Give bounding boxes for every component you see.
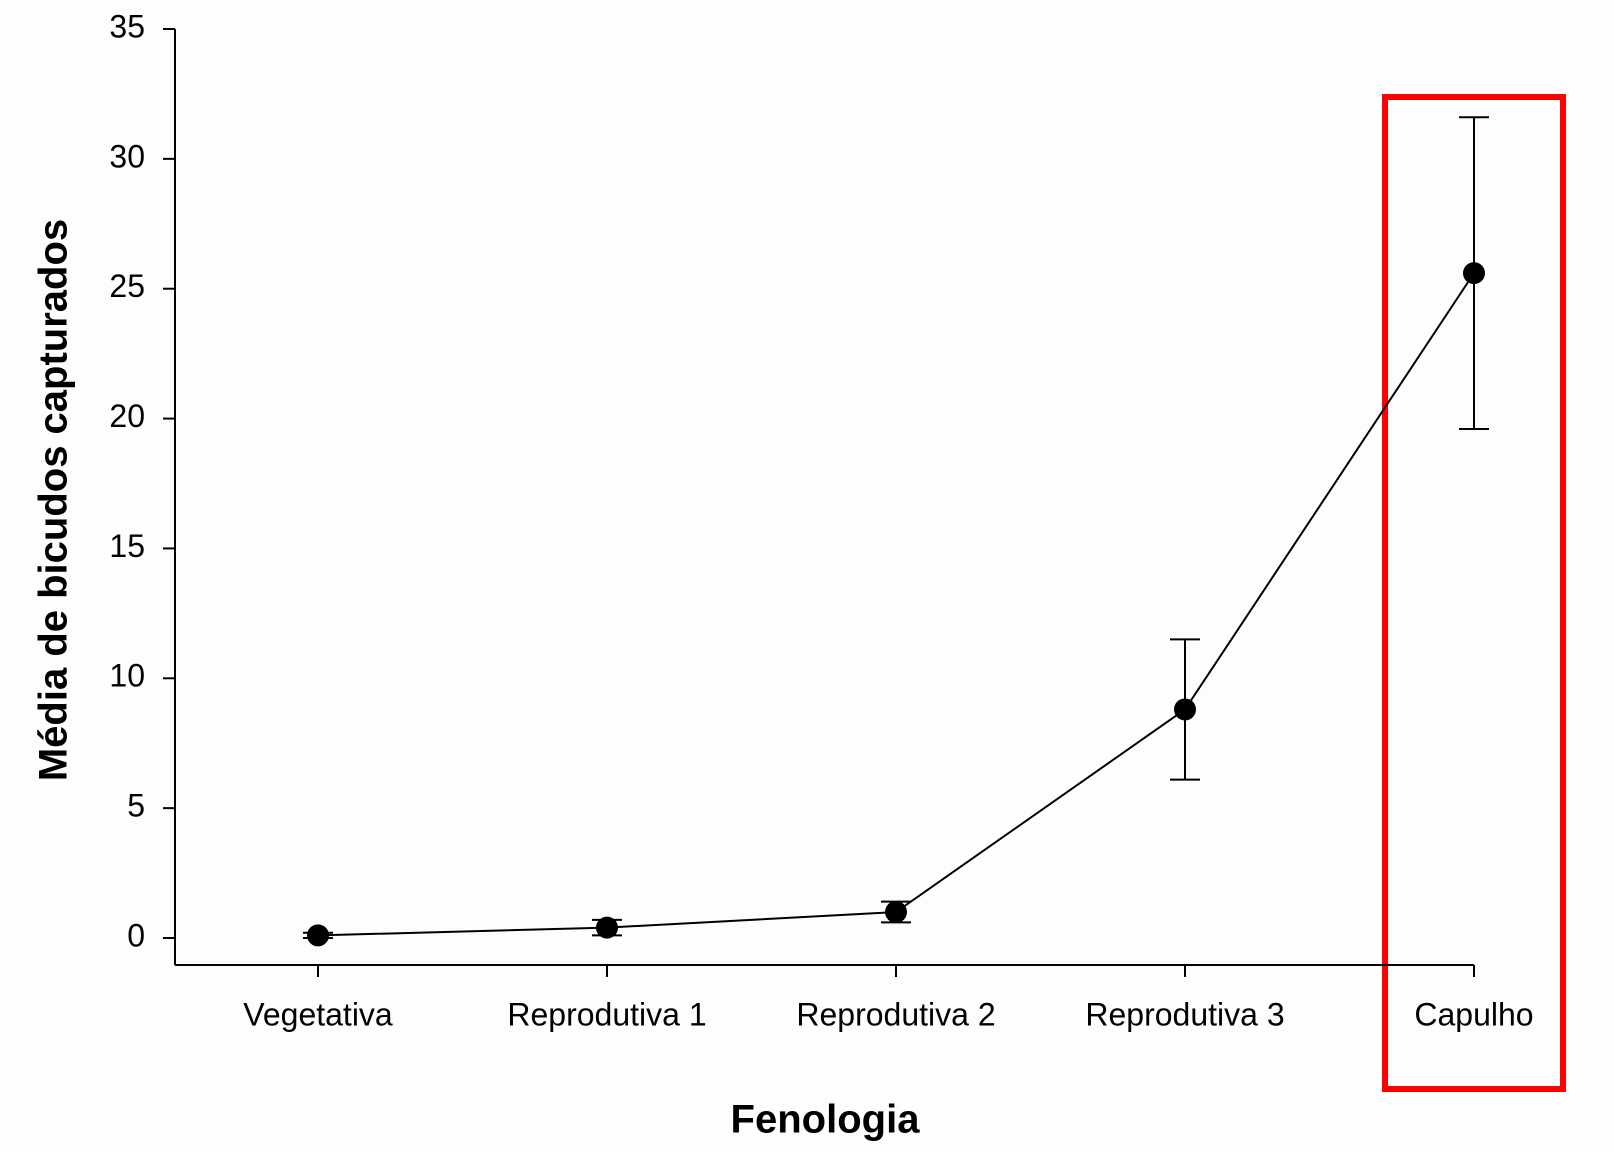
y-tick-label: 5 [127,788,145,824]
highlight-box [1382,94,1566,1092]
x-tick-label: Reprodutiva 1 [507,996,706,1032]
y-tick-label: 30 [109,138,145,174]
data-point [885,901,907,924]
x-tick-label: Capulho [1414,996,1533,1032]
y-tick-label: 35 [109,8,145,44]
data-point [596,916,618,939]
data-point [1174,698,1196,721]
x-axis-label: Fenologia [731,1098,921,1142]
data-point [1463,262,1485,285]
y-tick-label: 10 [109,658,145,694]
data-point [307,924,329,947]
x-tick-label: Reprodutiva 3 [1085,996,1284,1032]
x-tick-label: Reprodutiva 2 [796,996,995,1032]
y-tick-label: 0 [127,917,145,953]
x-tick-label: Vegetativa [243,996,393,1032]
y-axis-label: Média de bicudos capturados [32,219,76,781]
y-tick-label: 20 [109,398,145,434]
y-tick-label: 25 [109,268,145,304]
y-tick-label: 15 [109,528,145,564]
